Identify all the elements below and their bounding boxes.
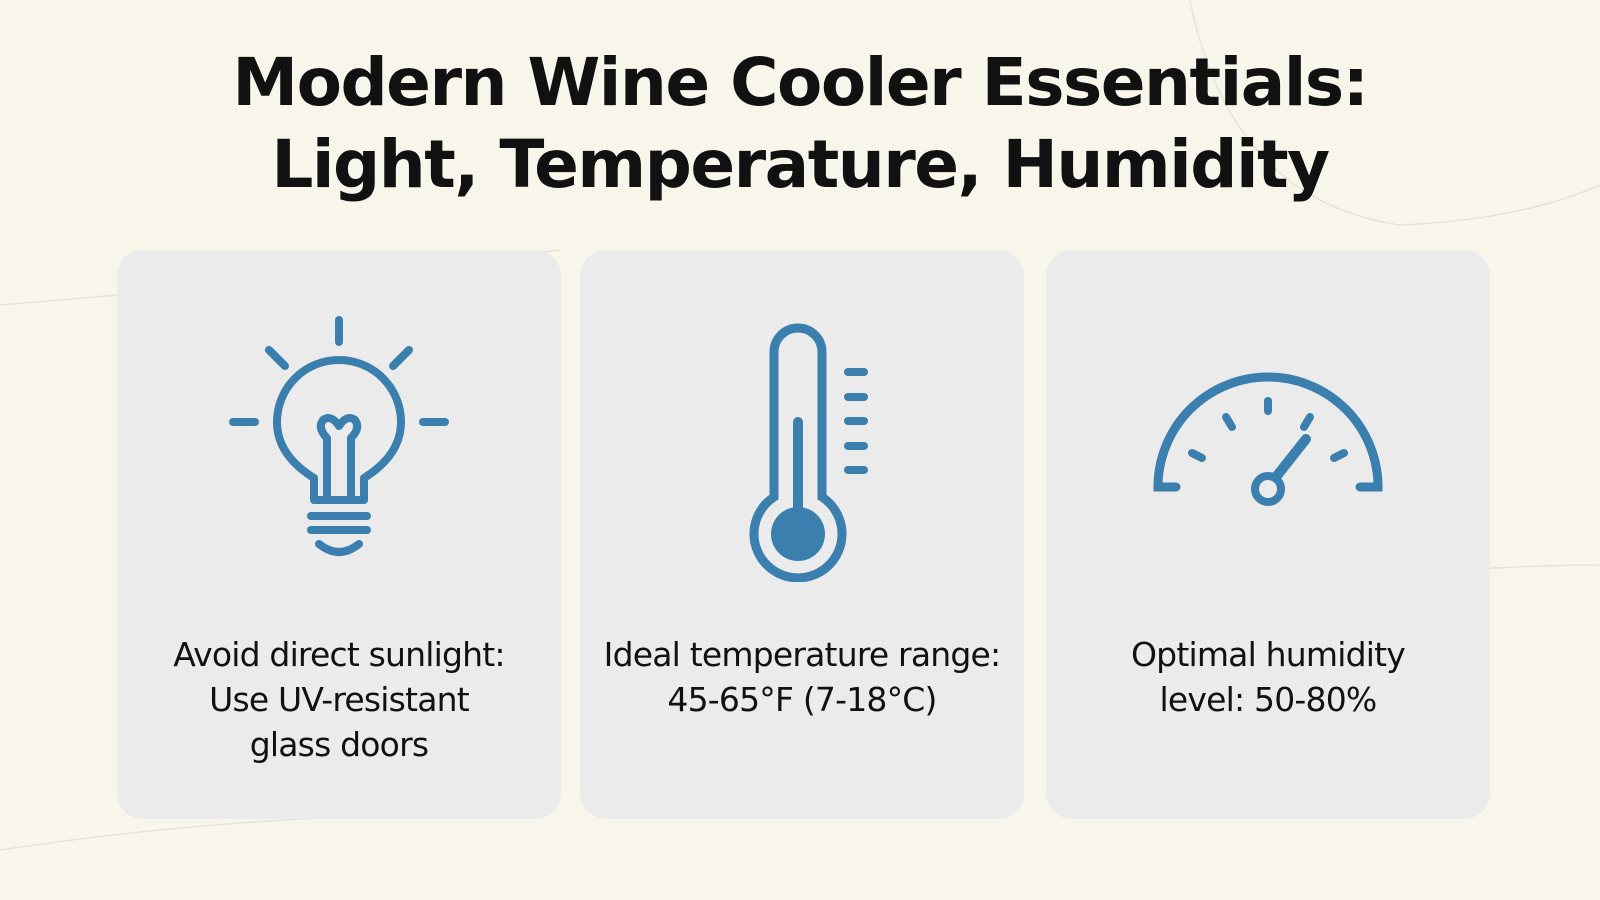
humidity-caption: Optimal humidity level: 50-80%: [1056, 632, 1480, 722]
page-title: Modern Wine Cooler Essentials: Light, Te…: [0, 42, 1600, 206]
light-bulb-icon: [229, 316, 449, 556]
temperature-card: Ideal temperature range: 45-65°F (7-18°C…: [580, 250, 1024, 819]
title-line-1: Modern Wine Cooler Essentials:: [232, 44, 1369, 121]
gauge-icon: [1153, 372, 1383, 506]
thermometer-icon: [749, 323, 868, 582]
caption-line: Optimal humidity: [1131, 635, 1406, 674]
caption-line: glass doors: [249, 725, 429, 764]
caption-line: level: 50-80%: [1159, 680, 1378, 719]
light-card: Avoid direct sunlight: Use UV-resistant …: [117, 250, 561, 819]
temperature-caption: Ideal temperature range: 45-65°F (7-18°C…: [590, 632, 1014, 722]
caption-line: Avoid direct sunlight:: [173, 635, 505, 674]
caption-line: Ideal temperature range:: [603, 635, 1001, 674]
light-caption: Avoid direct sunlight: Use UV-resistant …: [127, 632, 551, 767]
caption-line: Use UV-resistant: [209, 680, 470, 719]
humidity-card: Optimal humidity level: 50-80%: [1046, 250, 1490, 819]
caption-line: 45-65°F (7-18°C): [667, 680, 937, 719]
title-line-2: Light, Temperature, Humidity: [271, 126, 1330, 203]
